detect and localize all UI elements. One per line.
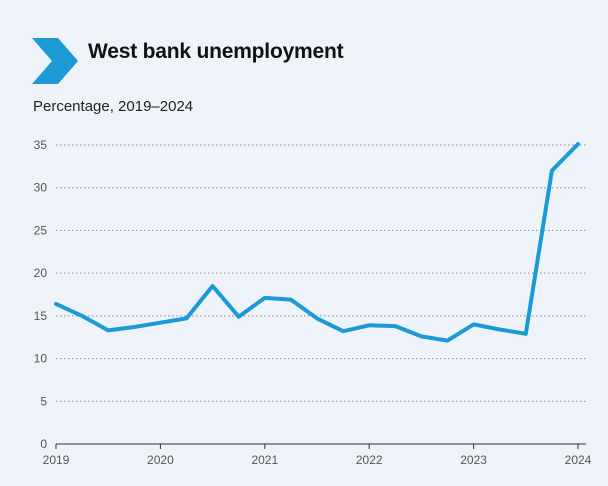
y-tick-label: 35 xyxy=(34,138,48,152)
chart-title: West bank unemployment xyxy=(88,40,344,63)
chart-subtitle: Percentage, 2019–2024 xyxy=(33,98,194,115)
series-line xyxy=(54,142,580,343)
y-tick-label: 10 xyxy=(34,352,48,366)
y-tick-label: 25 xyxy=(34,223,48,237)
x-tick-label: 2024 xyxy=(565,453,592,467)
y-tick-label: 30 xyxy=(34,181,48,195)
grid-lines xyxy=(56,144,586,402)
x-tick-label: 2019 xyxy=(43,453,70,467)
x-tick-label: 2021 xyxy=(251,453,278,467)
y-tick-label: 20 xyxy=(34,266,48,280)
y-axis-ticks: 0 5 10 15 20 25 30 35 xyxy=(34,138,48,451)
x-tick-label: 2023 xyxy=(460,453,487,467)
data-points xyxy=(55,144,579,341)
y-tick-label: 5 xyxy=(40,394,47,408)
chevron-right-icon xyxy=(32,38,78,84)
y-tick-label: 0 xyxy=(40,437,47,451)
x-axis-ticks: 2019 2020 2021 2022 2023 2024 xyxy=(43,444,592,467)
x-tick-label: 2022 xyxy=(356,453,383,467)
x-tick-label: 2020 xyxy=(147,453,174,467)
y-tick-label: 15 xyxy=(34,309,48,323)
